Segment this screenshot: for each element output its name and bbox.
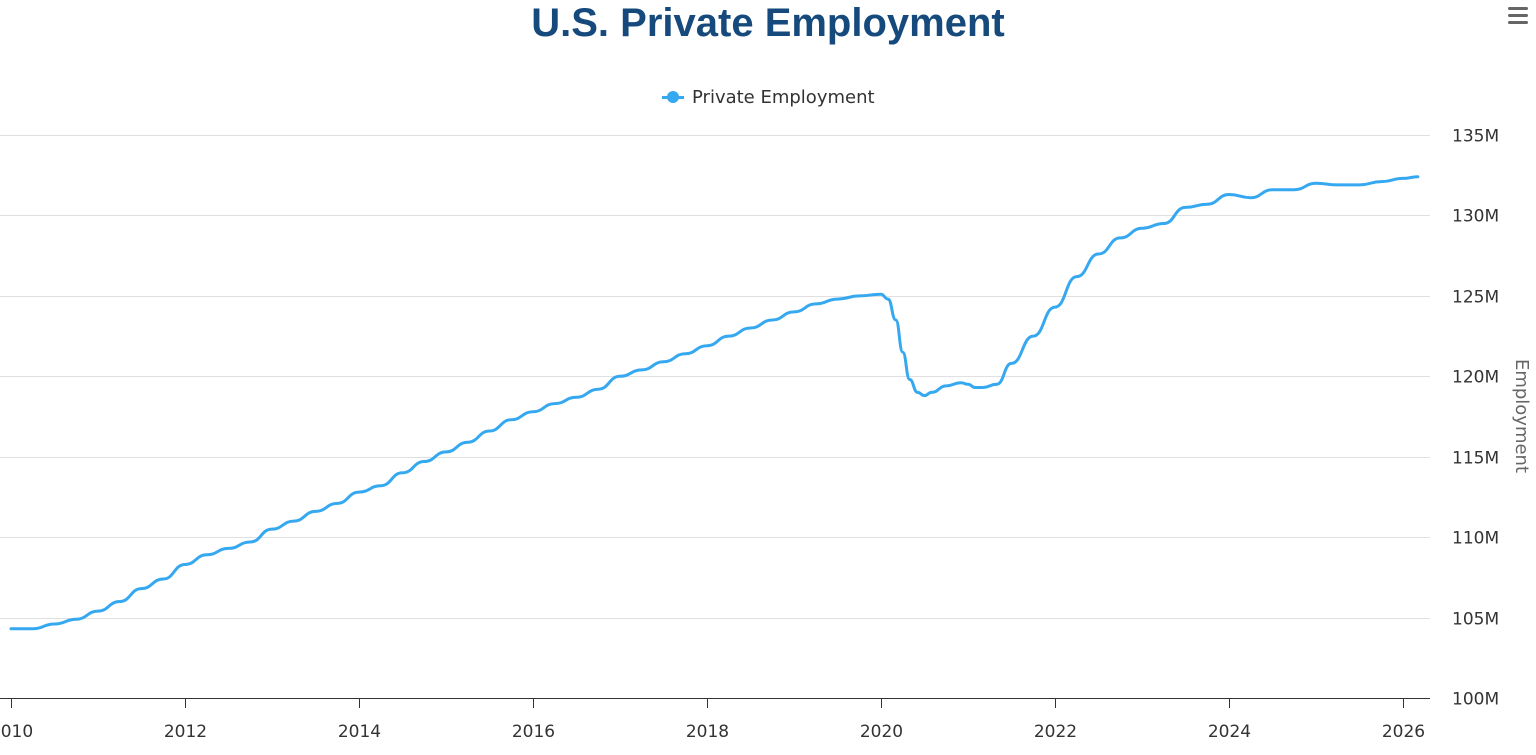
y-tick-label: 135M: [1452, 127, 1499, 147]
chart-title: U.S. Private Employment: [531, 1, 1005, 45]
legend-label: Private Employment: [692, 86, 875, 108]
legend-marker-icon: [662, 90, 684, 104]
y-tick-label: 100M: [1452, 690, 1499, 710]
x-tick-label: 2022: [1034, 722, 1077, 742]
menu-icon-bar-top: [1508, 7, 1528, 10]
x-tick-label: 2012: [164, 722, 207, 742]
menu-icon-bar-middle: [1508, 14, 1528, 17]
x-tick-label: 2014: [338, 722, 381, 742]
y-tick-label: 125M: [1452, 288, 1499, 308]
x-tick-label: 2020: [860, 722, 903, 742]
y-tick-label: 130M: [1452, 207, 1499, 227]
x-tick-label: 2016: [512, 722, 555, 742]
y-tick-label: 105M: [1452, 610, 1499, 630]
series-line-private-employment[interactable]: [9, 175, 1420, 631]
y-tick-label: 120M: [1452, 368, 1499, 388]
axes: [0, 698, 1430, 708]
x-tick-label: 2024: [1208, 722, 1251, 742]
x-tick-label: 2018: [686, 722, 729, 742]
series-layer: [9, 175, 1420, 631]
y-tick-label: 110M: [1452, 529, 1499, 549]
legend-item-private-employment[interactable]: Private Employment: [662, 84, 875, 110]
x-tick-label: 2026: [1382, 722, 1425, 742]
menu-icon-bar-bottom: [1508, 21, 1528, 24]
grid-lines: [0, 135, 1430, 619]
y-tick-label: 115M: [1452, 449, 1499, 469]
tick-labels: 100M 105M 110M 115M 120M 125M 130M 135M 2010 2012…: [0, 127, 1532, 743]
x-tick-label: 2010: [0, 722, 33, 742]
y-axis-title: Employment: [1511, 359, 1532, 473]
chart-menu-button[interactable]: [1506, 4, 1530, 28]
